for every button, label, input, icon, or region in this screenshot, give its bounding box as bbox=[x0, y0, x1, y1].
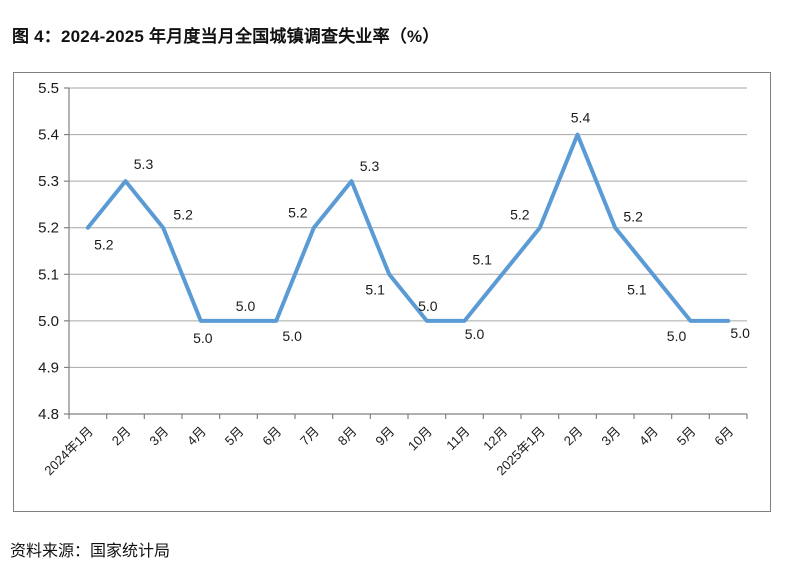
x-tick-label: 6月 bbox=[711, 424, 736, 449]
data-label: 5.0 bbox=[418, 298, 438, 314]
x-tick-label: 3月 bbox=[598, 424, 623, 449]
x-tick-label: 10月 bbox=[405, 424, 435, 454]
x-tick-label: 6月 bbox=[259, 424, 284, 449]
x-tick-label: 3月 bbox=[146, 424, 171, 449]
chart-frame: 5.2 5.3 5.2 5.0 5.0 5.0 5.2 5.3 5.1 5.0 5.0 5.1 5.2 5… bbox=[13, 72, 771, 512]
x-tick-label: 7月 bbox=[297, 424, 322, 449]
data-label: 5.3 bbox=[360, 158, 380, 174]
data-label: 5.0 bbox=[236, 298, 256, 314]
data-label: 5.0 bbox=[465, 326, 485, 342]
x-tick-label: 5月 bbox=[674, 424, 699, 449]
data-label: 5.2 bbox=[94, 237, 114, 253]
x-tick-label: 5月 bbox=[222, 424, 247, 449]
y-tick-label: 5.0 bbox=[38, 313, 59, 330]
unemployment-line-chart: 5.2 5.3 5.2 5.0 5.0 5.0 5.2 5.3 5.1 5.0 5.0 5.1 5.2 5… bbox=[14, 73, 770, 511]
x-tick-label: 4月 bbox=[184, 424, 209, 449]
data-label: 5.0 bbox=[667, 328, 687, 344]
y-tick-label: 5.4 bbox=[38, 127, 59, 144]
data-label: 5.2 bbox=[510, 207, 530, 223]
y-tick-label: 5.2 bbox=[38, 220, 59, 237]
data-label: 5.0 bbox=[730, 325, 750, 341]
x-tick-label: 2月 bbox=[561, 424, 586, 449]
data-label: 5.0 bbox=[193, 330, 213, 346]
y-tick-label: 5.5 bbox=[38, 80, 59, 97]
x-tick-label: 2024年1月 bbox=[41, 424, 96, 479]
data-label: 5.2 bbox=[288, 205, 308, 221]
y-tick-label: 5.1 bbox=[38, 266, 59, 283]
x-tick-label: 2月 bbox=[109, 424, 134, 449]
x-tick-label: 12月 bbox=[480, 424, 510, 454]
y-tick-label: 5.3 bbox=[38, 173, 59, 190]
source-note: 资料来源：国家统计局 bbox=[10, 543, 171, 560]
y-tick-label: 4.9 bbox=[38, 359, 59, 376]
figure-title: 图 4：2024-2025 年月度当月全国城镇调查失业率（%） bbox=[12, 27, 440, 46]
data-label: 5.2 bbox=[623, 209, 643, 225]
data-label: 5.1 bbox=[472, 251, 492, 267]
data-label: 5.1 bbox=[365, 281, 385, 297]
x-tick-label: 9月 bbox=[372, 424, 397, 449]
data-label: 5.3 bbox=[134, 156, 154, 172]
y-tick-label: 4.8 bbox=[38, 406, 59, 423]
x-tick-label: 8月 bbox=[335, 424, 360, 449]
x-tick-label: 11月 bbox=[443, 424, 472, 453]
data-label: 5.2 bbox=[173, 207, 193, 223]
x-tick-label: 4月 bbox=[636, 424, 661, 449]
chart-svg: 5.2 5.3 5.2 5.0 5.0 5.0 5.2 5.3 5.1 5.0 5.0 5.1 5.2 5… bbox=[38, 80, 750, 479]
data-label: 5.1 bbox=[627, 281, 647, 297]
data-label: 5.0 bbox=[282, 328, 302, 344]
data-label: 5.4 bbox=[571, 110, 591, 126]
series-line bbox=[85, 132, 731, 323]
